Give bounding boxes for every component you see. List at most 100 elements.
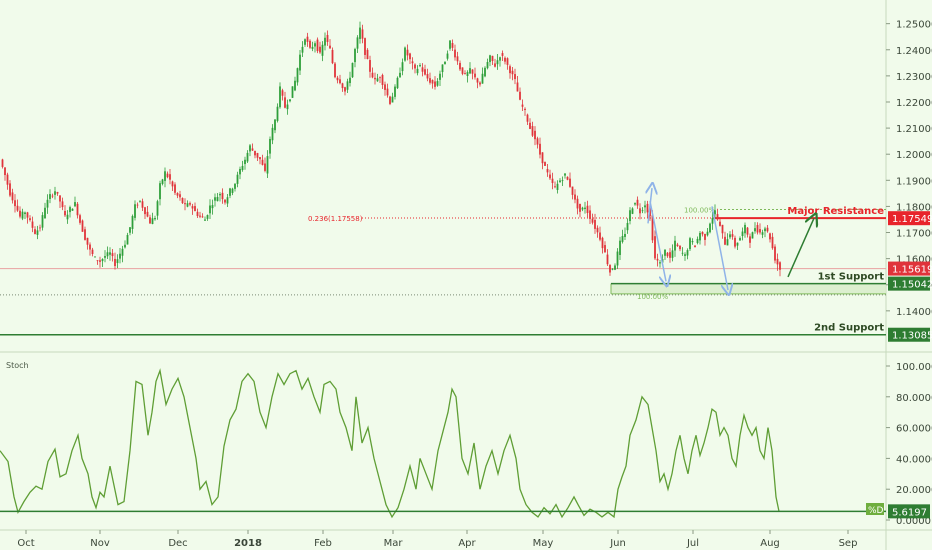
candle[interactable] (511, 67, 514, 81)
candle[interactable] (441, 64, 444, 78)
candle[interactable] (686, 248, 689, 260)
candle[interactable] (629, 207, 631, 225)
candle[interactable] (306, 32, 309, 47)
candle[interactable] (204, 216, 206, 221)
candle[interactable] (691, 238, 694, 245)
candle[interactable] (369, 55, 371, 78)
candle[interactable] (756, 222, 759, 235)
candle[interactable] (616, 248, 619, 269)
candle[interactable] (381, 73, 384, 90)
candle[interactable] (536, 136, 539, 149)
candle[interactable] (39, 224, 41, 232)
candle[interactable] (281, 88, 284, 101)
candle[interactable] (201, 213, 204, 218)
candle[interactable] (109, 247, 111, 261)
candle[interactable] (356, 35, 359, 53)
candle[interactable] (106, 246, 109, 259)
candle[interactable] (486, 58, 489, 70)
candle[interactable] (34, 226, 36, 235)
candle[interactable] (121, 245, 124, 263)
candle[interactable] (211, 199, 214, 215)
candle[interactable] (294, 76, 296, 92)
candle[interactable] (199, 211, 201, 219)
candle[interactable] (451, 39, 454, 52)
candle[interactable] (9, 180, 11, 198)
candle[interactable] (49, 189, 51, 204)
candle[interactable] (159, 180, 161, 206)
candle[interactable] (76, 202, 79, 219)
candle[interactable] (774, 244, 776, 264)
candle[interactable] (29, 215, 31, 222)
candle[interactable] (641, 207, 644, 214)
candle[interactable] (324, 32, 326, 51)
candle[interactable] (284, 91, 286, 109)
candle[interactable] (601, 236, 604, 254)
candle[interactable] (251, 143, 254, 151)
candle[interactable] (761, 229, 764, 239)
candle[interactable] (394, 84, 396, 100)
candle[interactable] (136, 202, 139, 209)
candle[interactable] (496, 54, 499, 70)
candle[interactable] (86, 237, 89, 250)
candle[interactable] (244, 156, 246, 170)
candle[interactable] (96, 260, 99, 265)
candle[interactable] (734, 235, 736, 249)
candle[interactable] (16, 199, 19, 212)
candle[interactable] (569, 172, 571, 188)
candle[interactable] (546, 164, 549, 177)
candle[interactable] (91, 247, 94, 257)
candle[interactable] (31, 216, 34, 233)
candle[interactable] (574, 189, 576, 204)
candle[interactable] (321, 41, 324, 62)
candle[interactable] (226, 193, 229, 207)
candle[interactable] (541, 152, 544, 170)
candle[interactable] (391, 92, 394, 103)
candle[interactable] (466, 70, 469, 83)
candle[interactable] (6, 172, 9, 190)
candle[interactable] (519, 87, 521, 101)
candle[interactable] (739, 236, 741, 241)
candle[interactable] (379, 76, 381, 83)
candle[interactable] (104, 250, 106, 263)
candle[interactable] (614, 263, 616, 271)
candle[interactable] (446, 50, 449, 61)
candle[interactable] (214, 193, 216, 207)
candle[interactable] (716, 208, 719, 221)
candle[interactable] (166, 171, 169, 179)
candle[interactable] (231, 187, 234, 196)
candle[interactable] (529, 118, 531, 130)
candle[interactable] (709, 222, 711, 234)
candle[interactable] (646, 200, 649, 218)
candle[interactable] (764, 226, 766, 238)
candle[interactable] (704, 233, 706, 246)
candle[interactable] (179, 190, 181, 201)
candle[interactable] (499, 56, 501, 67)
candle[interactable] (384, 81, 386, 96)
candle[interactable] (721, 224, 724, 239)
candle[interactable] (624, 227, 626, 241)
candle[interactable] (406, 44, 409, 61)
candle[interactable] (19, 206, 21, 219)
candle[interactable] (94, 256, 96, 258)
candle[interactable] (566, 176, 569, 181)
candle[interactable] (426, 68, 429, 82)
candle[interactable] (364, 37, 366, 60)
candle[interactable] (656, 253, 659, 267)
candle[interactable] (444, 61, 446, 65)
candle[interactable] (509, 64, 511, 79)
candle[interactable] (331, 47, 334, 65)
candle[interactable] (736, 242, 739, 250)
candle[interactable] (611, 268, 614, 271)
candle[interactable] (561, 176, 564, 187)
candle[interactable] (124, 240, 126, 249)
candle[interactable] (99, 256, 101, 268)
candle[interactable] (64, 205, 66, 218)
candle[interactable] (549, 169, 551, 181)
candle[interactable] (749, 233, 751, 248)
candle[interactable] (229, 187, 231, 199)
candle[interactable] (671, 244, 674, 262)
candle[interactable] (311, 41, 314, 52)
candle[interactable] (196, 208, 199, 219)
candle[interactable] (349, 71, 351, 87)
candle[interactable] (479, 81, 481, 87)
